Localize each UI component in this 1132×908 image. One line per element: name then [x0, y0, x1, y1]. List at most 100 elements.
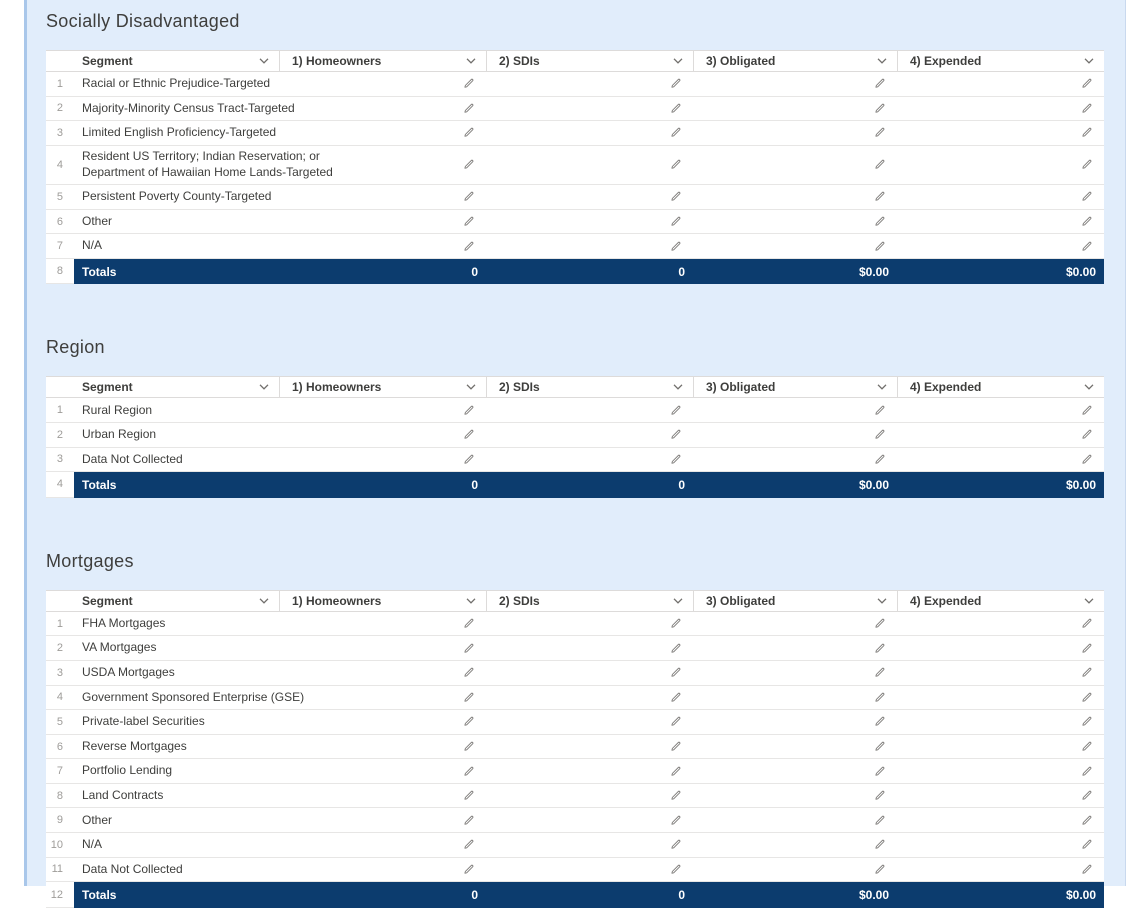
edit-cell-obligated[interactable]	[693, 735, 897, 759]
edit-cell-obligated[interactable]	[693, 710, 897, 734]
edit-cell-obligated[interactable]	[693, 234, 897, 258]
pencil-icon[interactable]	[463, 429, 474, 440]
edit-cell-obligated[interactable]	[693, 72, 897, 96]
edit-cell-obligated[interactable]	[693, 423, 897, 447]
pencil-icon[interactable]	[874, 692, 885, 703]
pencil-icon[interactable]	[1081, 716, 1092, 727]
pencil-icon[interactable]	[1081, 839, 1092, 850]
pencil-icon[interactable]	[1081, 790, 1092, 801]
edit-cell-sdis[interactable]	[486, 833, 693, 857]
pencil-icon[interactable]	[670, 405, 681, 416]
pencil-icon[interactable]	[874, 429, 885, 440]
edit-cell-sdis[interactable]	[486, 398, 693, 422]
pencil-icon[interactable]	[463, 815, 474, 826]
edit-cell-expended[interactable]	[897, 686, 1104, 710]
edit-cell-homeowners[interactable]	[279, 234, 486, 258]
edit-cell-sdis[interactable]	[486, 612, 693, 636]
edit-cell-sdis[interactable]	[486, 784, 693, 808]
column-header-expended[interactable]: 4) Expended	[897, 590, 1104, 611]
edit-cell-sdis[interactable]	[486, 759, 693, 783]
pencil-icon[interactable]	[463, 454, 474, 465]
edit-cell-sdis[interactable]	[486, 146, 693, 184]
edit-cell-sdis[interactable]	[486, 636, 693, 660]
edit-cell-expended[interactable]	[897, 448, 1104, 472]
column-header-homeowners[interactable]: 1) Homeowners	[279, 51, 486, 71]
pencil-icon[interactable]	[670, 790, 681, 801]
edit-cell-expended[interactable]	[897, 784, 1104, 808]
pencil-icon[interactable]	[670, 643, 681, 654]
edit-cell-homeowners[interactable]	[279, 210, 486, 234]
pencil-icon[interactable]	[670, 618, 681, 629]
edit-cell-expended[interactable]	[897, 735, 1104, 759]
edit-cell-sdis[interactable]	[486, 121, 693, 145]
chevron-down-icon[interactable]	[877, 58, 887, 64]
pencil-icon[interactable]	[463, 127, 474, 138]
pencil-icon[interactable]	[874, 839, 885, 850]
edit-cell-expended[interactable]	[897, 185, 1104, 209]
pencil-icon[interactable]	[670, 241, 681, 252]
edit-cell-expended[interactable]	[897, 121, 1104, 145]
chevron-down-icon[interactable]	[466, 58, 476, 64]
pencil-icon[interactable]	[670, 667, 681, 678]
pencil-icon[interactable]	[1081, 103, 1092, 114]
edit-cell-homeowners[interactable]	[279, 72, 486, 96]
column-header-expended[interactable]: 4) Expended	[897, 51, 1104, 71]
edit-cell-homeowners[interactable]	[279, 121, 486, 145]
edit-cell-sdis[interactable]	[486, 710, 693, 734]
pencil-icon[interactable]	[1081, 454, 1092, 465]
pencil-icon[interactable]	[463, 103, 474, 114]
edit-cell-expended[interactable]	[897, 398, 1104, 422]
pencil-icon[interactable]	[1081, 864, 1092, 875]
pencil-icon[interactable]	[874, 241, 885, 252]
pencil-icon[interactable]	[1081, 815, 1092, 826]
edit-cell-obligated[interactable]	[693, 185, 897, 209]
edit-cell-expended[interactable]	[897, 423, 1104, 447]
pencil-icon[interactable]	[463, 191, 474, 202]
edit-cell-obligated[interactable]	[693, 661, 897, 685]
pencil-icon[interactable]	[874, 127, 885, 138]
edit-cell-homeowners[interactable]	[279, 735, 486, 759]
chevron-down-icon[interactable]	[1084, 58, 1094, 64]
column-header-sdis[interactable]: 2) SDIs	[486, 51, 693, 71]
pencil-icon[interactable]	[874, 643, 885, 654]
pencil-icon[interactable]	[1081, 766, 1092, 777]
pencil-icon[interactable]	[463, 790, 474, 801]
pencil-icon[interactable]	[670, 127, 681, 138]
edit-cell-obligated[interactable]	[693, 636, 897, 660]
edit-cell-homeowners[interactable]	[279, 636, 486, 660]
pencil-icon[interactable]	[670, 454, 681, 465]
pencil-icon[interactable]	[874, 667, 885, 678]
column-header-obligated[interactable]: 3) Obligated	[693, 590, 897, 611]
pencil-icon[interactable]	[1081, 241, 1092, 252]
edit-cell-expended[interactable]	[897, 97, 1104, 121]
pencil-icon[interactable]	[1081, 741, 1092, 752]
edit-cell-homeowners[interactable]	[279, 398, 486, 422]
pencil-icon[interactable]	[463, 692, 474, 703]
chevron-down-icon[interactable]	[1084, 384, 1094, 391]
edit-cell-homeowners[interactable]	[279, 710, 486, 734]
pencil-icon[interactable]	[874, 216, 885, 227]
pencil-icon[interactable]	[670, 429, 681, 440]
edit-cell-obligated[interactable]	[693, 398, 897, 422]
pencil-icon[interactable]	[1081, 216, 1092, 227]
edit-cell-homeowners[interactable]	[279, 858, 486, 882]
chevron-down-icon[interactable]	[673, 598, 683, 604]
pencil-icon[interactable]	[670, 103, 681, 114]
edit-cell-homeowners[interactable]	[279, 784, 486, 808]
pencil-icon[interactable]	[463, 78, 474, 89]
pencil-icon[interactable]	[670, 159, 681, 170]
pencil-icon[interactable]	[463, 618, 474, 629]
pencil-icon[interactable]	[463, 766, 474, 777]
pencil-icon[interactable]	[463, 216, 474, 227]
edit-cell-homeowners[interactable]	[279, 423, 486, 447]
pencil-icon[interactable]	[670, 716, 681, 727]
edit-cell-obligated[interactable]	[693, 146, 897, 184]
chevron-down-icon[interactable]	[877, 384, 887, 391]
pencil-icon[interactable]	[1081, 618, 1092, 629]
pencil-icon[interactable]	[1081, 692, 1092, 703]
pencil-icon[interactable]	[874, 766, 885, 777]
column-header-segment[interactable]: Segment	[74, 591, 279, 611]
pencil-icon[interactable]	[874, 790, 885, 801]
edit-cell-sdis[interactable]	[486, 210, 693, 234]
edit-cell-obligated[interactable]	[693, 858, 897, 882]
